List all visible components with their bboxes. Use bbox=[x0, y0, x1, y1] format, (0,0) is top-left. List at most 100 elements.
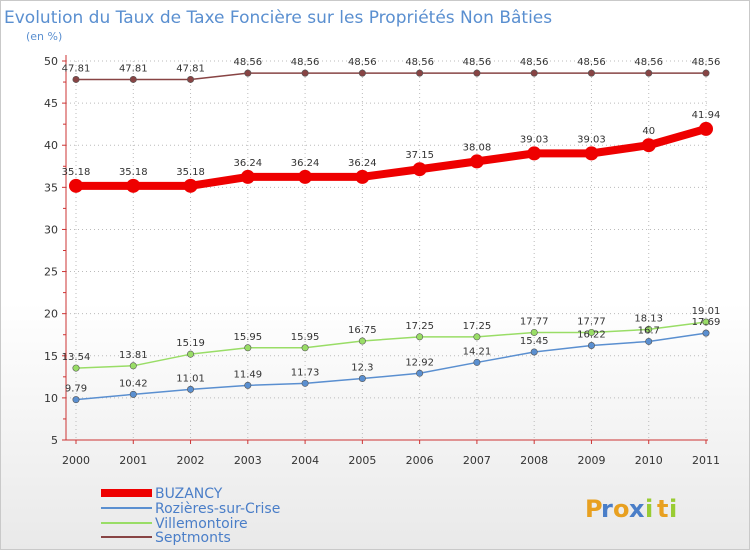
data-label-villemontoire: 17.77 bbox=[577, 316, 606, 327]
chart-subtitle: (en %) bbox=[26, 30, 62, 43]
data-label-buzancy: 35.18 bbox=[62, 167, 91, 178]
data-label-buzancy: 35.18 bbox=[176, 167, 205, 178]
y-tick-label: 45 bbox=[44, 97, 58, 110]
data-label-buzancy: 39.03 bbox=[520, 134, 549, 145]
point-septmonts bbox=[645, 69, 653, 77]
x-tick-label: 2010 bbox=[635, 454, 663, 467]
x-tick-label: 2008 bbox=[520, 454, 548, 467]
y-tick-label: 50 bbox=[44, 55, 58, 68]
logo-letter: o bbox=[613, 495, 630, 523]
point-rozieres-sur-crise bbox=[416, 369, 424, 377]
point-rozieres-sur-crise bbox=[358, 375, 366, 383]
data-label-septmonts: 48.56 bbox=[520, 57, 549, 68]
data-label-villemontoire: 18.13 bbox=[634, 313, 663, 324]
point-rozieres-sur-crise bbox=[702, 329, 710, 337]
x-tick-label: 2004 bbox=[291, 454, 319, 467]
data-label-rozieres-sur-crise: 11.01 bbox=[176, 373, 205, 384]
data-label-septmonts: 48.56 bbox=[634, 57, 663, 68]
data-label-buzancy: 36.24 bbox=[348, 158, 377, 169]
data-label-rozieres-sur-crise: 11.49 bbox=[233, 369, 262, 380]
point-buzancy bbox=[298, 169, 313, 184]
x-tick-label: 2002 bbox=[177, 454, 205, 467]
data-label-villemontoire: 16.75 bbox=[348, 325, 377, 336]
data-label-villemontoire: 15.95 bbox=[233, 332, 262, 343]
x-tick-label: 2009 bbox=[577, 454, 605, 467]
data-label-buzancy: 39.03 bbox=[577, 134, 606, 145]
data-label-rozieres-sur-crise: 14.21 bbox=[463, 346, 492, 357]
logo-letter: t bbox=[657, 495, 668, 523]
point-rozieres-sur-crise bbox=[187, 385, 195, 393]
legend-label-buzancy: BUZANCY bbox=[155, 486, 223, 502]
data-label-rozieres-sur-crise: 15.45 bbox=[520, 336, 549, 347]
data-label-villemontoire: 13.54 bbox=[62, 352, 91, 363]
data-label-septmonts: 48.56 bbox=[405, 57, 434, 68]
data-label-buzancy: 38.08 bbox=[463, 142, 492, 153]
data-label-villemontoire: 19.01 bbox=[692, 306, 721, 317]
point-septmonts bbox=[358, 69, 366, 77]
axes: 5 10 15 20 25 30 35 40 45 50 2000 2001 2002 2003 2004 2… bbox=[44, 55, 720, 467]
point-villemontoire bbox=[530, 328, 538, 336]
data-label-villemontoire: 15.19 bbox=[176, 338, 205, 349]
data-label-septmonts: 48.56 bbox=[233, 57, 262, 68]
x-tick-label: 2007 bbox=[463, 454, 491, 467]
data-label-rozieres-sur-crise: 10.42 bbox=[119, 378, 148, 389]
data-label-rozieres-sur-crise: 9.79 bbox=[65, 384, 87, 395]
logo-letter: x bbox=[629, 495, 645, 523]
point-septmonts bbox=[301, 69, 309, 77]
series-line-buzancy bbox=[76, 125, 708, 190]
data-label-buzancy: 36.24 bbox=[233, 158, 262, 169]
point-villemontoire bbox=[301, 344, 309, 352]
point-buzancy bbox=[469, 154, 484, 169]
y-tick-label: 25 bbox=[44, 266, 58, 279]
point-villemontoire bbox=[129, 362, 137, 370]
y-tick-label: 35 bbox=[44, 181, 58, 194]
x-tick-label: 2000 bbox=[62, 454, 90, 467]
data-label-rozieres-sur-crise: 16.22 bbox=[577, 330, 606, 341]
point-septmonts bbox=[72, 75, 80, 83]
data-label-buzancy: 36.24 bbox=[291, 158, 320, 169]
data-label-septmonts: 48.56 bbox=[348, 57, 377, 68]
point-septmonts bbox=[530, 69, 538, 77]
point-buzancy bbox=[69, 178, 83, 193]
grid bbox=[66, 60, 708, 441]
data-label-villemontoire: 17.77 bbox=[520, 316, 549, 327]
data-label-septmonts: 48.56 bbox=[463, 57, 492, 68]
point-buzancy bbox=[527, 146, 542, 161]
point-villemontoire bbox=[416, 333, 424, 341]
point-septmonts bbox=[129, 75, 137, 83]
point-villemontoire bbox=[244, 344, 252, 352]
legend-label-septmonts: Septmonts bbox=[155, 530, 231, 546]
point-rozieres-sur-crise bbox=[72, 396, 80, 404]
data-label-rozieres-sur-crise: 16.7 bbox=[638, 325, 660, 336]
x-tick-label: 2001 bbox=[119, 454, 147, 467]
data-label-villemontoire: 15.95 bbox=[291, 332, 320, 343]
point-septmonts bbox=[244, 69, 252, 77]
y-tick-label: 40 bbox=[44, 139, 58, 152]
point-villemontoire bbox=[587, 328, 595, 336]
point-buzancy bbox=[240, 169, 255, 184]
legend: BUZANCYRozières-sur-CriseVillemontoireSe… bbox=[101, 486, 280, 546]
logo-letter: i bbox=[669, 495, 677, 523]
point-rozieres-sur-crise bbox=[244, 381, 252, 389]
data-label-septmonts: 47.81 bbox=[176, 63, 205, 74]
logo-letter: P bbox=[585, 495, 603, 523]
logo-letter: i bbox=[645, 495, 653, 523]
x-tick-label: 2011 bbox=[692, 454, 720, 467]
data-label-septmonts: 47.81 bbox=[62, 63, 91, 74]
point-buzancy bbox=[126, 178, 141, 193]
logo-letter: r bbox=[601, 495, 613, 523]
point-septmonts bbox=[416, 69, 424, 77]
proxiti-logo: Pr o x i t i bbox=[585, 495, 677, 523]
data-label-septmonts: 48.56 bbox=[577, 57, 606, 68]
x-tick-label: 2005 bbox=[348, 454, 376, 467]
series-layer bbox=[69, 69, 713, 404]
x-tick-label: 2006 bbox=[406, 454, 434, 467]
point-buzancy bbox=[584, 146, 599, 161]
point-septmonts bbox=[187, 75, 195, 83]
point-villemontoire bbox=[358, 337, 366, 345]
point-villemontoire bbox=[645, 325, 653, 333]
point-septmonts bbox=[587, 69, 595, 77]
y-tick-label: 5 bbox=[51, 434, 58, 447]
